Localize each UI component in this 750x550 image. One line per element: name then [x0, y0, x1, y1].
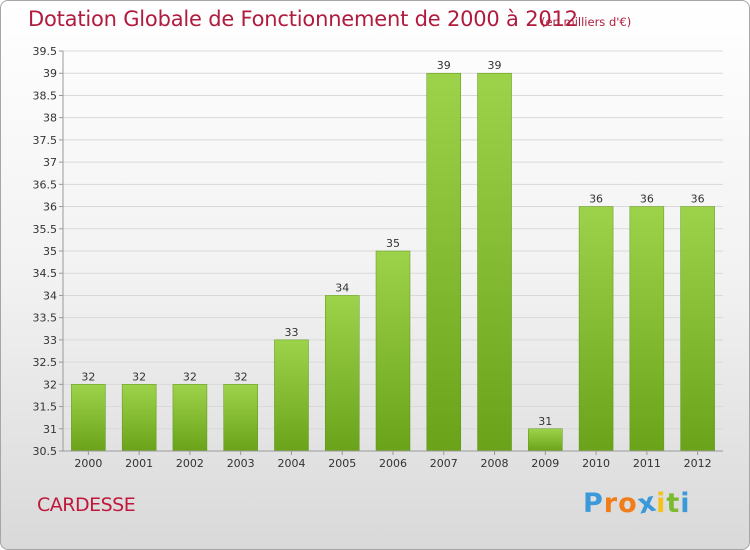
y-tick-label: 35: [43, 245, 57, 258]
data-label: 32: [234, 370, 248, 383]
logo-letter: i: [656, 488, 667, 519]
y-tick-label: 31.5: [33, 401, 58, 414]
data-label: 32: [132, 370, 146, 383]
bar-2009: [528, 428, 563, 452]
data-label: 36: [640, 193, 654, 206]
y-tick-label: 34.5: [33, 267, 58, 280]
y-tick-label: 32.5: [33, 356, 58, 369]
x-tick-label: 2012: [684, 457, 712, 470]
x-tick-label: 2009: [531, 457, 559, 470]
data-label: 39: [488, 59, 502, 72]
data-label: 35: [386, 237, 400, 250]
bars: 32 32 32 32 33 34 35 39 39 31 36 36 36: [71, 59, 715, 452]
logo-letter: i: [680, 488, 691, 519]
y-tick-label: 33.5: [33, 312, 58, 325]
data-label: 36: [589, 193, 603, 206]
data-label: 31: [538, 415, 552, 428]
bar-2007: [426, 72, 462, 452]
bar-2005: [324, 295, 360, 452]
y-tick-label: 37: [43, 156, 57, 169]
axes: 30.5 31 31.5 32 32.5 33 33.5 34 34.5 35 35.5 36 36.5…: [33, 45, 723, 470]
y-tick-label: 30.5: [33, 445, 58, 458]
chart-subtitle: (en milliers d'€): [541, 15, 632, 29]
data-label: 32: [183, 370, 197, 383]
x-tick-label: 2002: [176, 457, 204, 470]
data-label: 39: [437, 59, 451, 72]
x-tick-label: 2001: [125, 457, 153, 470]
bar-2008: [477, 72, 512, 452]
bar-2012: [680, 206, 715, 452]
x-tick-label: 2008: [481, 457, 509, 470]
bar-2000: [71, 384, 106, 452]
commune-name: CARDESSE: [37, 494, 136, 516]
y-tick-label: 38.5: [33, 89, 58, 102]
bar-2003: [223, 384, 258, 452]
y-tick-label: 39: [43, 67, 57, 80]
logo-letter: o: [618, 488, 638, 519]
y-tick-label: 36.5: [33, 178, 58, 191]
bar-2001: [121, 384, 157, 452]
x-tick-label: 2006: [379, 457, 407, 470]
y-tick-label: 38: [43, 112, 57, 125]
bar-2004: [274, 339, 309, 452]
bar-2002: [172, 384, 208, 452]
logo-letter: P: [583, 488, 604, 519]
logo-letter: t: [666, 488, 681, 519]
data-label: 36: [691, 193, 705, 206]
chart-title: Dotation Globale de Fonctionnement de 20…: [28, 7, 578, 31]
bar-2010: [578, 206, 614, 452]
x-tick-label: 2010: [582, 457, 610, 470]
data-label: 33: [284, 326, 298, 339]
logo-letter: r: [603, 488, 619, 519]
y-tick-label: 34: [43, 289, 57, 302]
y-tick-label: 33: [43, 334, 57, 347]
x-tick-label: 2005: [328, 457, 356, 470]
data-label: 34: [335, 281, 349, 294]
bar-2011: [629, 206, 665, 452]
x-tick-label: 2011: [633, 457, 661, 470]
proxiti-logo: Proxiti: [583, 486, 691, 520]
y-tick-label: 31: [43, 423, 57, 436]
x-tick-label: 2007: [430, 457, 458, 470]
y-tick-label: 35.5: [33, 223, 58, 236]
y-tick-label: 39.5: [33, 45, 58, 58]
x-tick-label: 2003: [227, 457, 255, 470]
y-tick-label: 37.5: [33, 134, 58, 147]
y-tick-label: 36: [43, 201, 57, 214]
x-tick-label: 2004: [277, 457, 305, 470]
x-tick-label: 2000: [74, 457, 102, 470]
bar-2006: [375, 250, 411, 452]
y-tick-label: 32: [43, 378, 57, 391]
data-label: 32: [81, 370, 95, 383]
